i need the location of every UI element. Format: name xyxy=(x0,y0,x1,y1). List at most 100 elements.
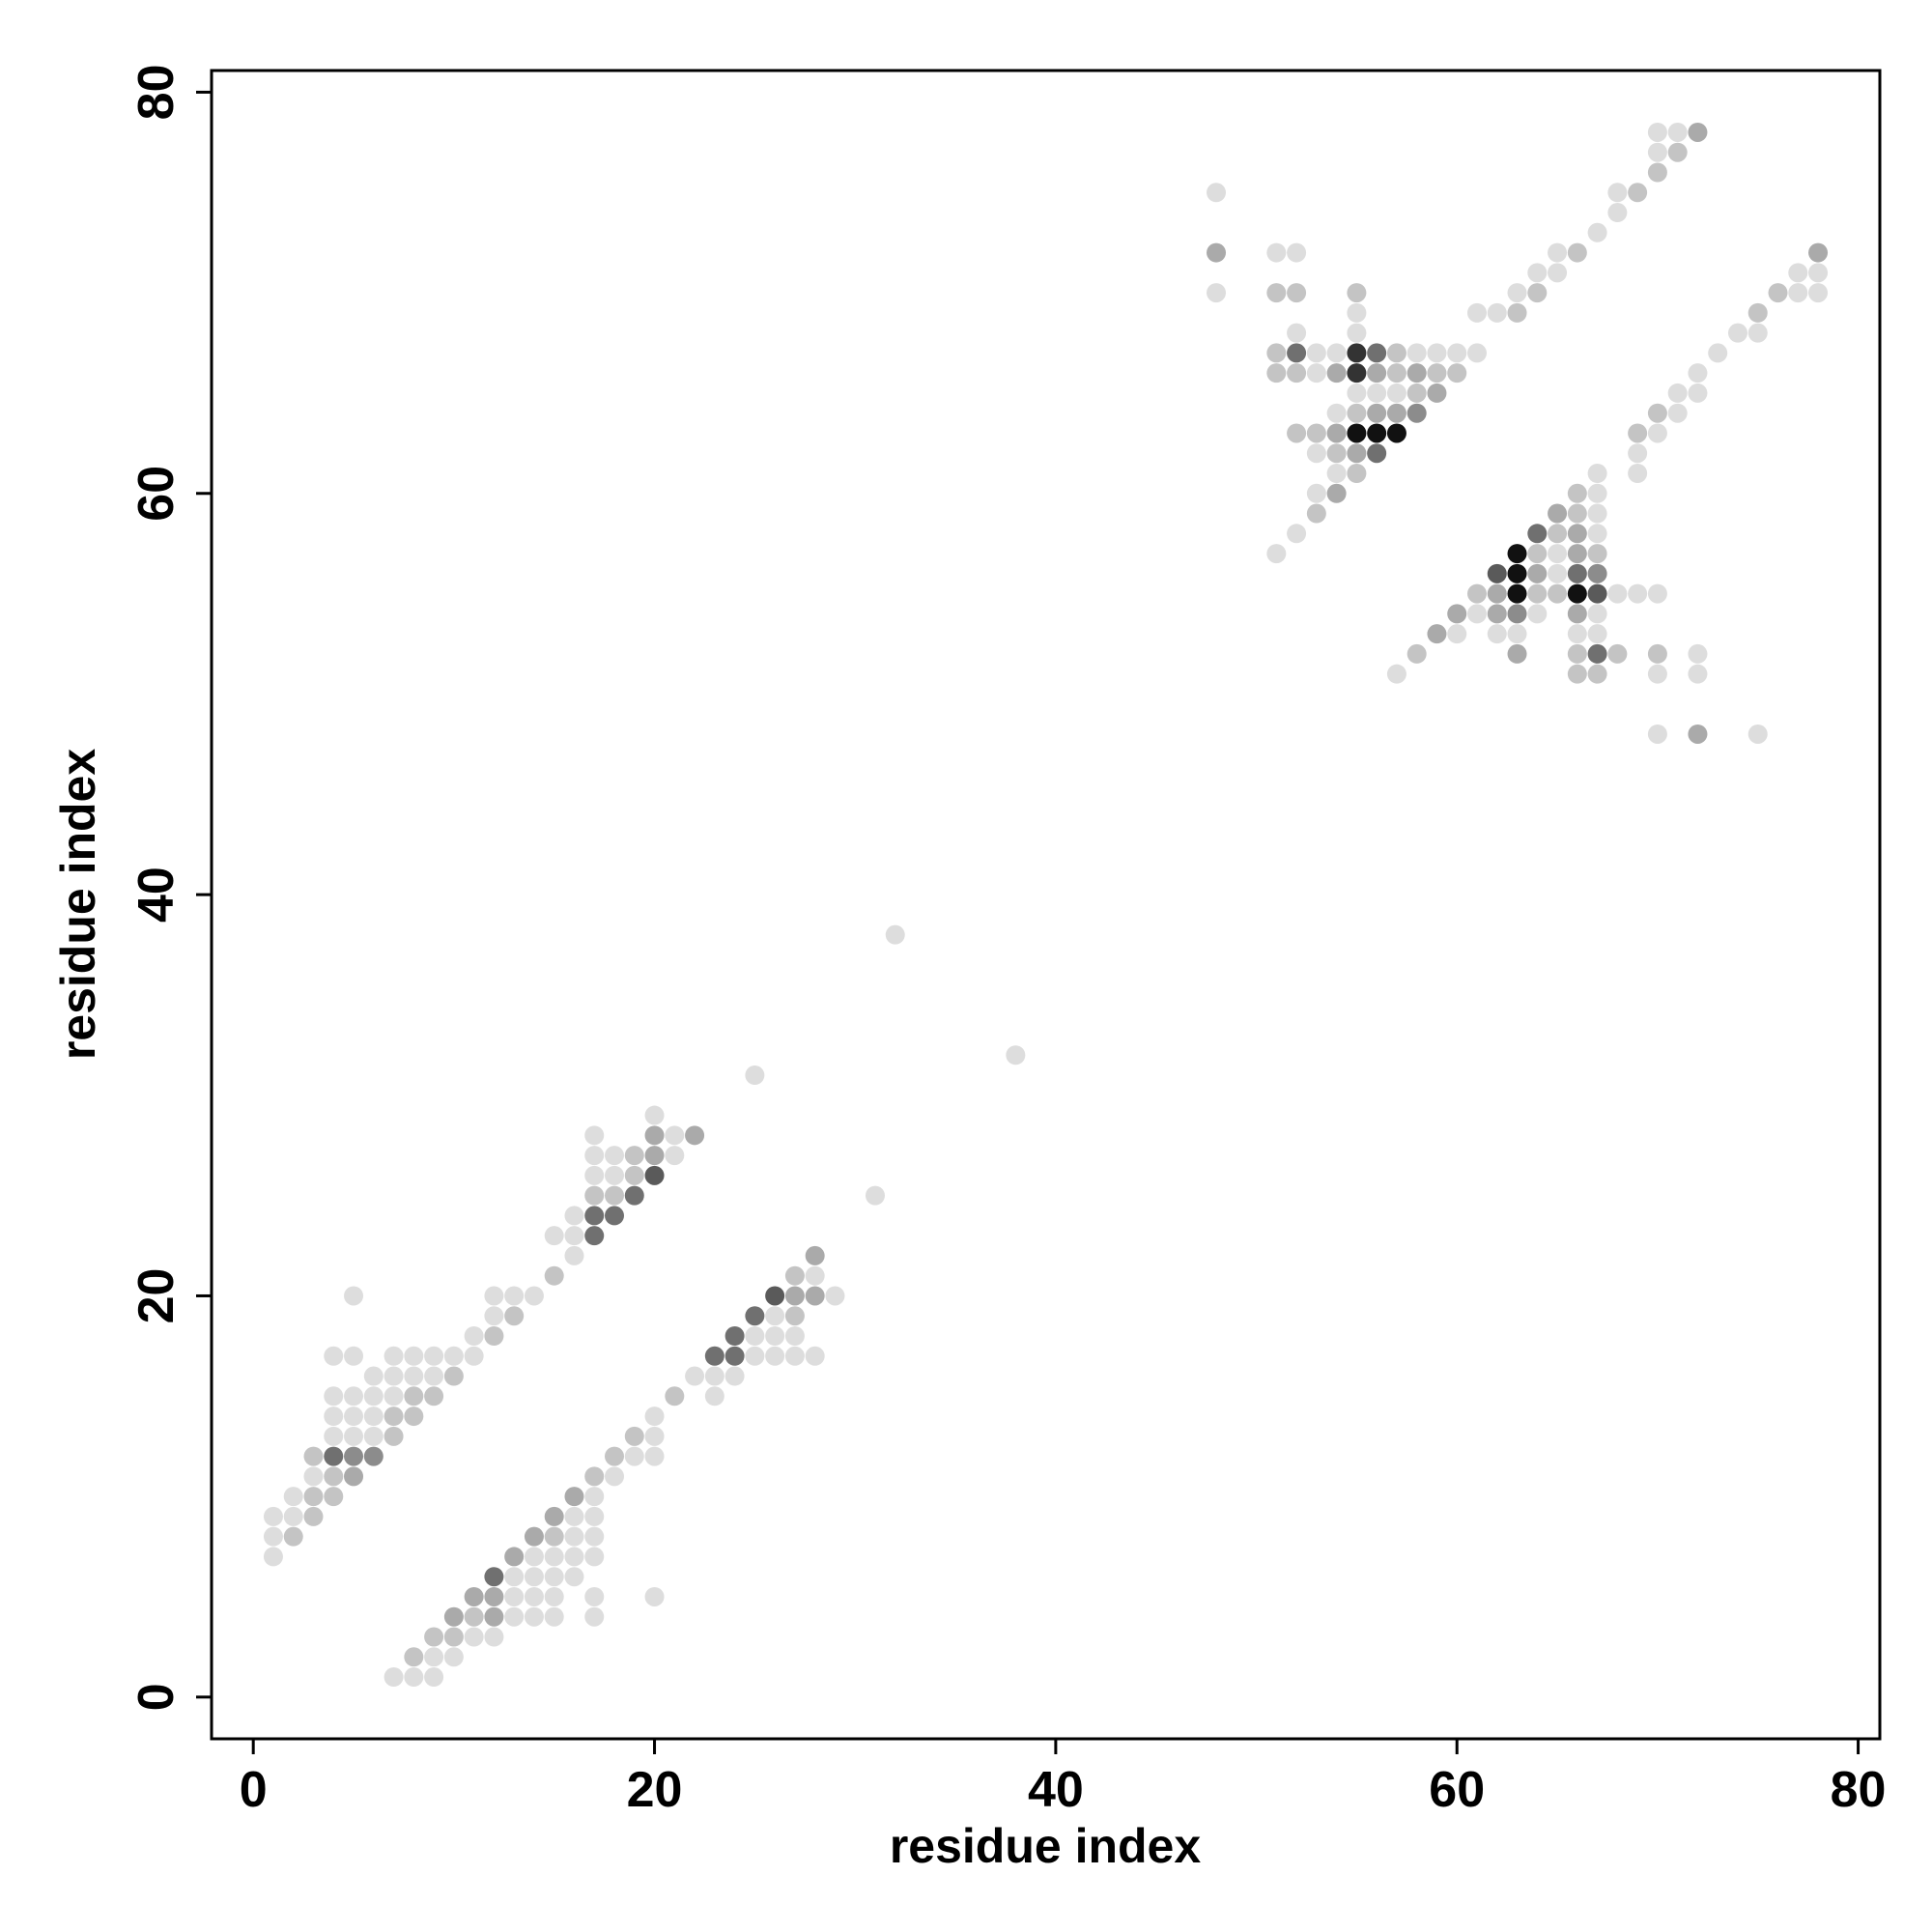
point xyxy=(1567,604,1587,624)
point xyxy=(1266,242,1287,263)
point xyxy=(1326,403,1347,423)
point xyxy=(324,1466,344,1487)
point xyxy=(424,1667,444,1688)
point xyxy=(1747,724,1768,744)
point xyxy=(1667,142,1688,162)
point xyxy=(1688,122,1708,142)
point xyxy=(484,1567,504,1587)
point xyxy=(564,1506,584,1526)
point xyxy=(344,1426,364,1446)
point xyxy=(1326,423,1347,443)
point xyxy=(1567,242,1587,263)
point xyxy=(1386,403,1406,423)
point xyxy=(344,1406,364,1427)
point xyxy=(1567,503,1587,524)
x-tick-label: 20 xyxy=(627,1762,683,1818)
point xyxy=(1487,604,1507,624)
point xyxy=(1548,263,1568,283)
point xyxy=(1628,423,1648,443)
point xyxy=(1447,624,1467,644)
point xyxy=(1647,643,1667,664)
point xyxy=(624,1426,644,1446)
point xyxy=(504,1586,525,1606)
point xyxy=(644,1426,665,1446)
point xyxy=(1507,583,1527,604)
point xyxy=(404,1406,424,1427)
point xyxy=(1527,524,1548,544)
point xyxy=(1487,583,1507,604)
point xyxy=(1688,383,1708,403)
point xyxy=(1287,363,1307,384)
point xyxy=(544,1547,564,1567)
point xyxy=(1647,142,1667,162)
point xyxy=(424,1366,444,1386)
point xyxy=(1587,483,1607,503)
point xyxy=(784,1265,805,1286)
point xyxy=(1367,363,1387,384)
point xyxy=(263,1506,283,1526)
point xyxy=(363,1406,384,1427)
point xyxy=(1386,383,1406,403)
point xyxy=(605,1185,625,1206)
point xyxy=(1287,323,1307,343)
point xyxy=(605,1466,625,1487)
point xyxy=(1447,343,1467,363)
point xyxy=(724,1346,745,1366)
plot-frame xyxy=(210,69,1882,1741)
point xyxy=(1587,624,1607,644)
point xyxy=(564,1567,584,1587)
point xyxy=(784,1346,805,1366)
y-axis-title: residue index xyxy=(51,749,105,1061)
point xyxy=(644,1146,665,1166)
point xyxy=(1287,423,1307,443)
point xyxy=(1347,464,1367,484)
point xyxy=(544,1606,564,1627)
point xyxy=(1326,443,1347,464)
point xyxy=(504,1306,525,1326)
point xyxy=(665,1146,685,1166)
point xyxy=(1788,263,1808,283)
point xyxy=(1567,483,1587,503)
point xyxy=(1427,624,1447,644)
point xyxy=(1487,624,1507,644)
point xyxy=(344,1286,364,1306)
point xyxy=(724,1366,745,1386)
point xyxy=(1567,664,1587,684)
point xyxy=(324,1346,344,1366)
point xyxy=(644,1406,665,1427)
point xyxy=(745,1346,765,1366)
x-axis-title: residue index xyxy=(890,1819,1202,1873)
point xyxy=(1667,122,1688,142)
point xyxy=(303,1487,324,1507)
point xyxy=(665,1386,685,1406)
point xyxy=(504,1286,525,1306)
point xyxy=(1808,263,1829,283)
point xyxy=(605,1165,625,1185)
point xyxy=(1667,383,1688,403)
point xyxy=(584,1586,605,1606)
point xyxy=(424,1647,444,1667)
point xyxy=(1808,242,1829,263)
point xyxy=(624,1446,644,1466)
point xyxy=(1548,583,1568,604)
point xyxy=(685,1125,705,1146)
point xyxy=(1727,323,1747,343)
point xyxy=(1367,343,1387,363)
x-tick-label: 0 xyxy=(240,1762,268,1818)
point xyxy=(1587,503,1607,524)
point xyxy=(584,1506,605,1526)
point xyxy=(484,1325,504,1346)
point xyxy=(464,1606,484,1627)
point xyxy=(605,1446,625,1466)
point xyxy=(1548,242,1568,263)
point xyxy=(1326,464,1347,484)
point xyxy=(464,1325,484,1346)
point xyxy=(1507,624,1527,644)
point xyxy=(1406,643,1427,664)
point xyxy=(1768,283,1788,303)
point xyxy=(584,1487,605,1507)
point xyxy=(1587,464,1607,484)
point xyxy=(1207,242,1227,263)
point xyxy=(1587,563,1607,583)
point xyxy=(1567,643,1587,664)
